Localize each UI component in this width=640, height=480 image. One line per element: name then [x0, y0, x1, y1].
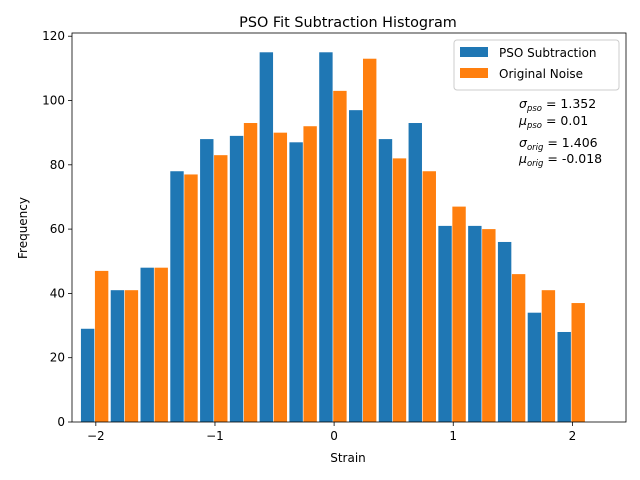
- stat-line: σorig = 1.406: [519, 135, 598, 153]
- bar-pso-subtraction-4: [200, 139, 214, 422]
- legend-frame: [453, 39, 620, 91]
- bars-group: [80, 52, 585, 423]
- bar-original-noise-4: [214, 155, 228, 422]
- x-tick-label: −2: [87, 429, 105, 443]
- x-tick-label: 1: [449, 429, 457, 443]
- y-axis-label: Frequency: [16, 197, 30, 259]
- bar-original-noise-11: [422, 171, 436, 422]
- bar-original-noise-2: [154, 267, 168, 422]
- bar-original-noise-13: [482, 229, 496, 422]
- chart-title: PSO Fit Subtraction Histogram: [239, 15, 457, 31]
- bar-pso-subtraction-16: [557, 331, 571, 422]
- bar-pso-subtraction-10: [378, 139, 393, 422]
- bar-pso-subtraction-12: [438, 225, 452, 422]
- bar-pso-subtraction-1: [110, 290, 125, 422]
- bar-pso-subtraction-0: [80, 328, 95, 422]
- y-tick-label: 80: [50, 158, 65, 172]
- bar-original-noise-0: [94, 270, 109, 422]
- stat-line: μpso = 0.01: [518, 113, 588, 131]
- legend-swatch: [460, 47, 488, 57]
- bar-pso-subtraction-2: [140, 267, 154, 422]
- bar-pso-subtraction-13: [468, 225, 482, 422]
- bar-original-noise-15: [541, 290, 556, 422]
- y-tick-label: 100: [42, 94, 65, 108]
- y-tick-label: 20: [50, 351, 65, 365]
- y-axis-ticks: 0 20 40 60 80 100 120: [42, 29, 72, 429]
- x-tick-label: 2: [569, 429, 577, 443]
- legend-label: PSO Subtraction: [499, 46, 597, 60]
- y-tick-label: 40: [50, 286, 65, 300]
- bar-original-noise-12: [452, 206, 466, 422]
- bar-original-noise-7: [303, 126, 317, 422]
- legend-label: Original Noise: [499, 67, 583, 81]
- bar-pso-subtraction-5: [229, 135, 244, 422]
- bar-original-noise-10: [392, 158, 407, 422]
- y-tick-label: 0: [57, 415, 65, 429]
- bar-pso-subtraction-15: [527, 312, 542, 422]
- stat-line: μorig = -0.018: [518, 151, 602, 169]
- x-tick-label: 0: [330, 429, 338, 443]
- bar-original-noise-14: [511, 274, 526, 422]
- bar-original-noise-9: [362, 58, 377, 423]
- bar-pso-subtraction-9: [349, 110, 363, 422]
- x-axis-ticks: −2 −1 0 1 2: [87, 422, 576, 443]
- bar-original-noise-3: [184, 174, 198, 422]
- bar-pso-subtraction-6: [259, 52, 274, 423]
- bar-original-noise-8: [333, 90, 347, 422]
- bar-original-noise-16: [571, 303, 585, 422]
- x-axis-label: Strain: [330, 451, 366, 465]
- y-tick-label: 120: [42, 29, 65, 43]
- y-tick-label: 60: [50, 222, 65, 236]
- legend-swatch: [460, 68, 488, 78]
- legend: PSO Subtraction Original Noise: [453, 39, 620, 91]
- bar-pso-subtraction-14: [497, 241, 512, 422]
- bar-original-noise-1: [124, 290, 139, 422]
- plot-frame: [71, 32, 627, 423]
- bar-pso-subtraction-7: [289, 142, 303, 422]
- bar-pso-subtraction-3: [170, 171, 184, 422]
- bar-original-noise-5: [243, 123, 258, 422]
- x-tick-label: −1: [206, 429, 224, 443]
- bar-original-noise-6: [273, 132, 288, 422]
- stat-line: σpso = 1.352: [519, 96, 596, 114]
- bar-pso-subtraction-11: [408, 123, 422, 422]
- bar-pso-subtraction-8: [319, 52, 333, 423]
